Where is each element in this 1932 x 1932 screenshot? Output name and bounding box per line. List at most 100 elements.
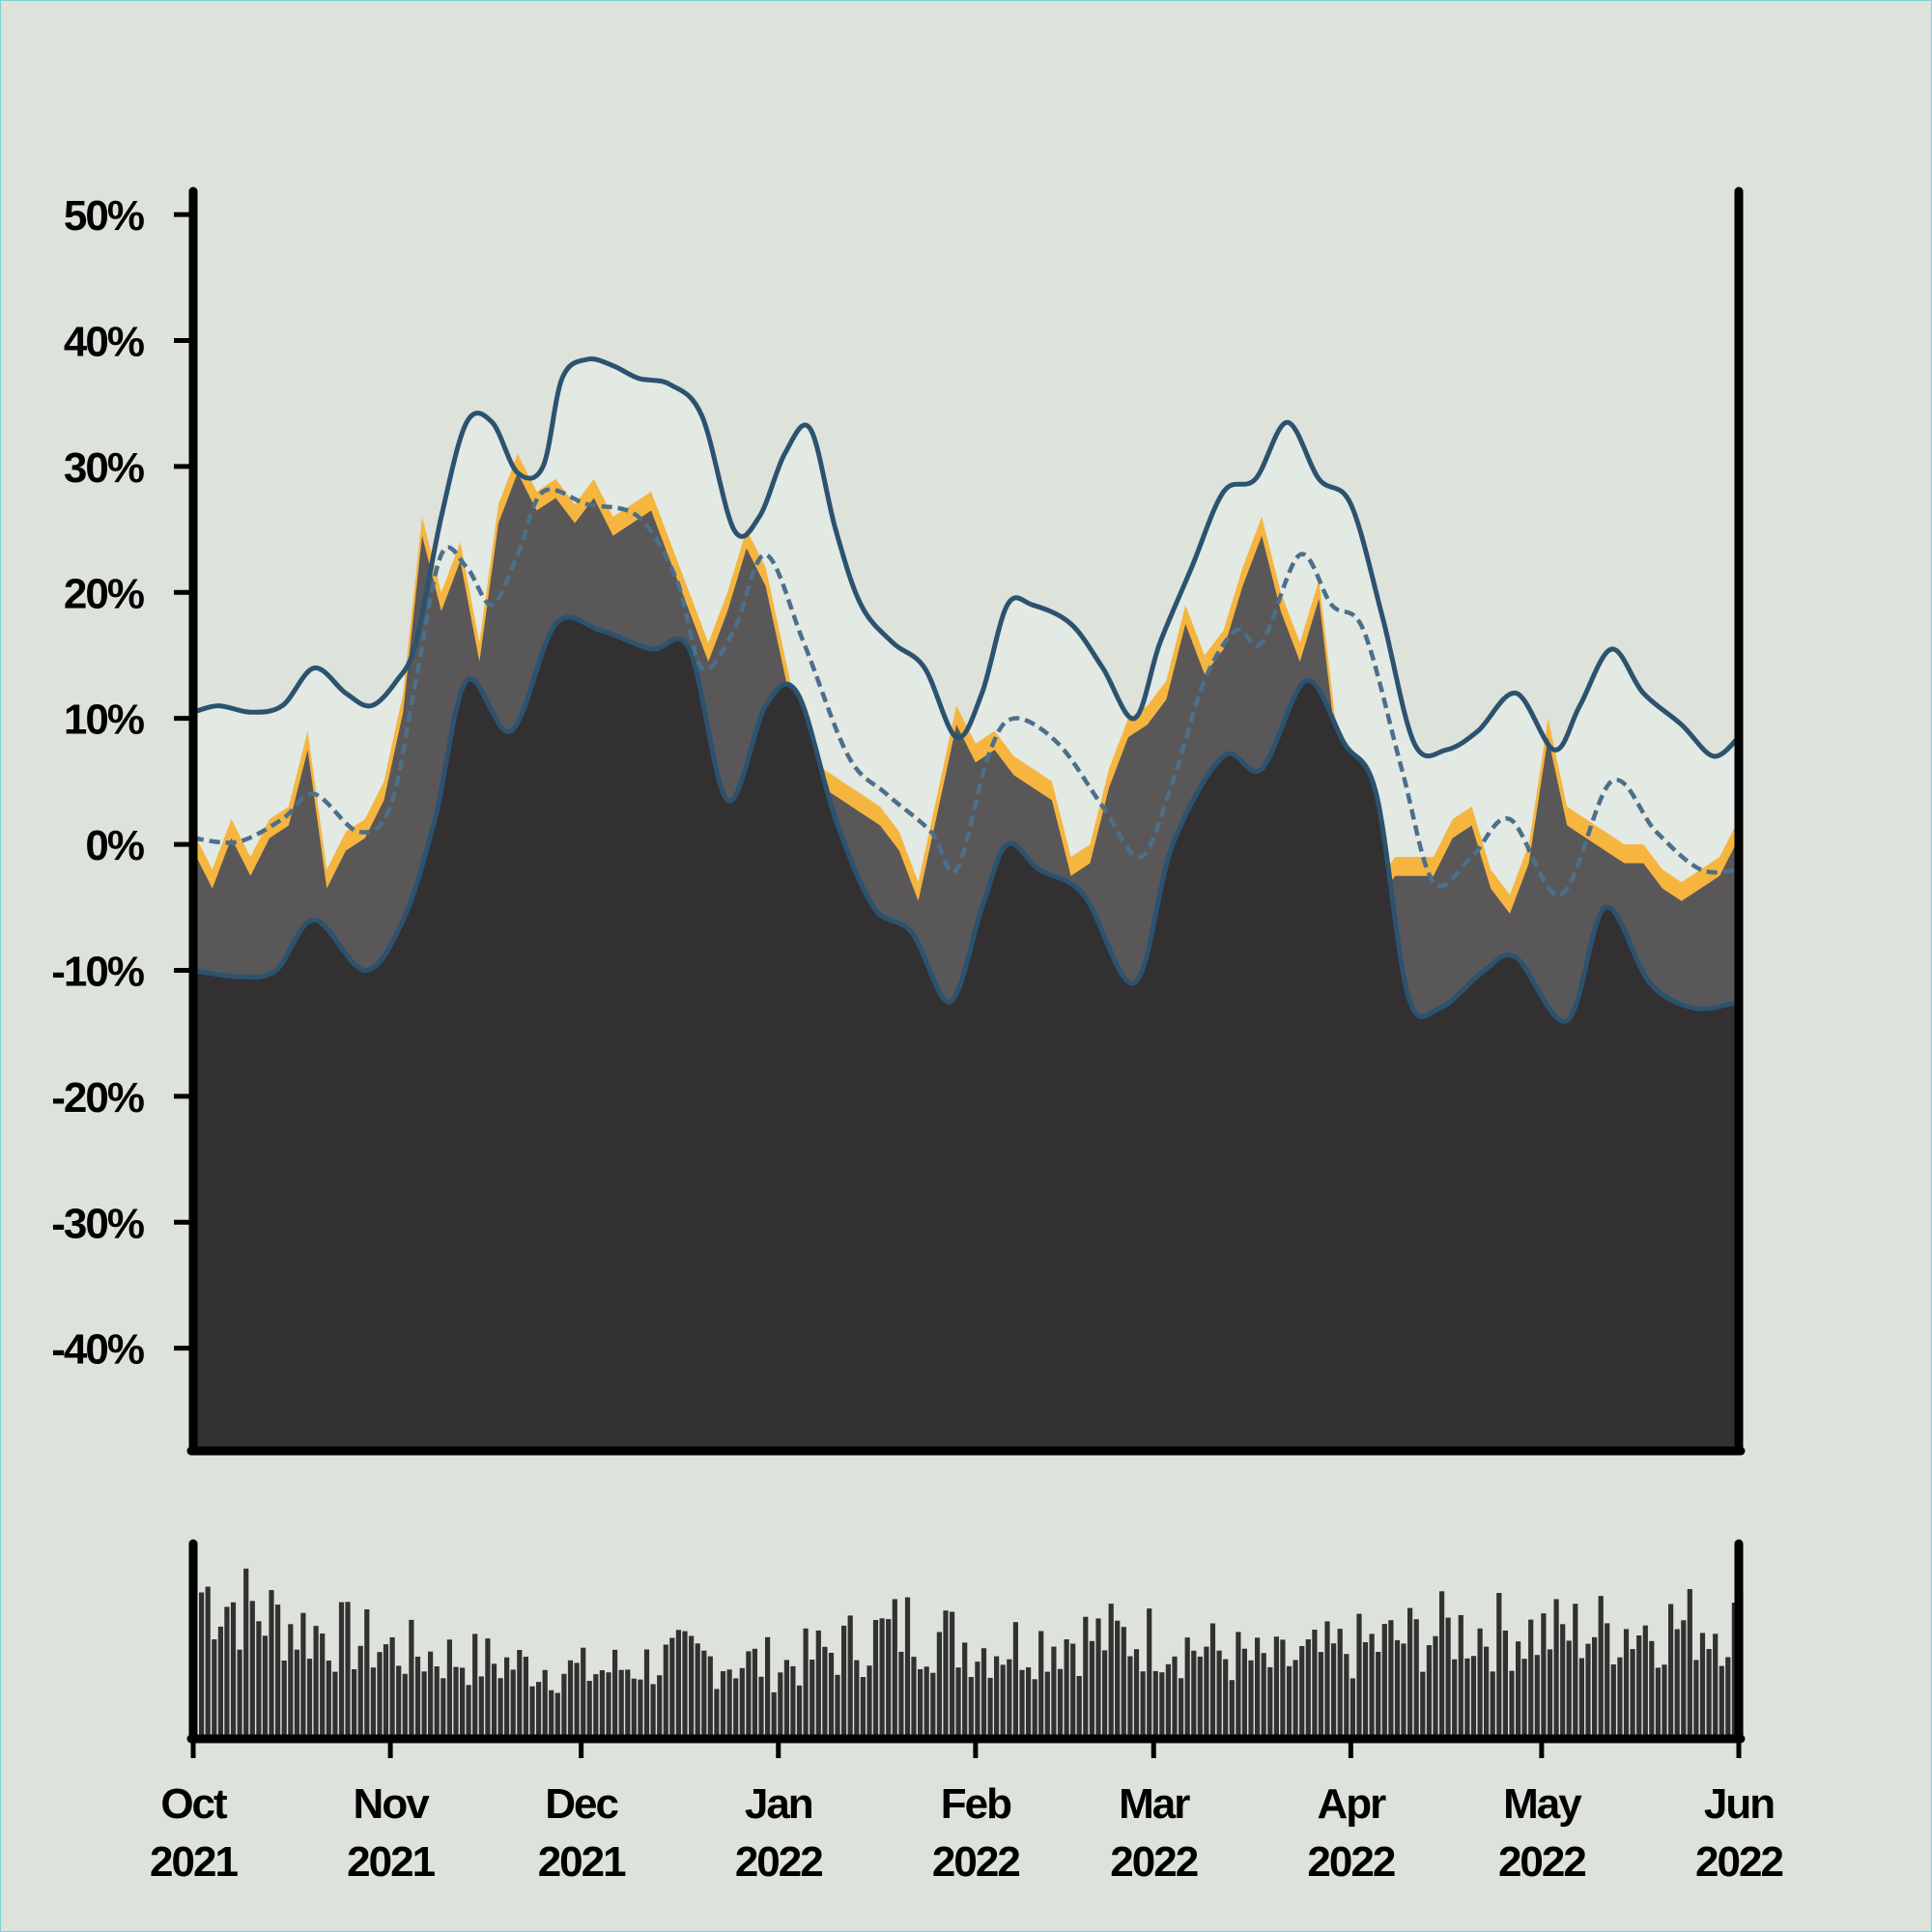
volume-bar [1051,1646,1057,1735]
volume-bar [1179,1678,1184,1735]
volume-bar [1585,1643,1591,1735]
volume-bar [1159,1672,1165,1735]
volume-bar [1490,1671,1495,1735]
volume-bar [491,1663,497,1735]
volume-bar [1445,1617,1451,1735]
volume-bar [1223,1659,1229,1735]
volume-bar [847,1615,853,1735]
volume-bar [542,1669,548,1735]
y-tick-label: 10% [64,696,144,744]
volume-bar [778,1672,783,1735]
volume-bar [612,1649,618,1735]
volume-bar [1458,1614,1463,1735]
volume-bar [1362,1642,1369,1735]
volume-bar [733,1678,739,1735]
volume-bar [199,1592,205,1735]
volume-bar [357,1645,363,1735]
volume-bar [1464,1658,1470,1735]
volume-bar [663,1644,668,1735]
volume-bars [199,1568,1744,1735]
y-tick-label: -30% [51,1200,144,1247]
volume-bar [1516,1641,1521,1735]
volume-bar [243,1568,249,1735]
volume-bar [593,1674,599,1735]
volume-bar [771,1691,777,1735]
volume-bar [650,1684,656,1735]
x-tick-year: 2022 [932,1838,1019,1886]
y-tick-label: 50% [64,192,144,240]
volume-bar [320,1634,326,1735]
volume-bar [504,1657,510,1735]
volume-bar [1312,1630,1318,1735]
volume-bar [1433,1635,1438,1735]
x-tick-year: 2022 [735,1838,822,1886]
volume-bar [326,1661,331,1735]
volume-bar [796,1685,803,1735]
main-plot: 50% 40% 30% 20% 10% 0% -10% -20% -30% -40% [51,186,1746,1456]
volume-bar [338,1602,345,1735]
volume-bar [230,1602,237,1735]
volume-bar [1534,1655,1540,1735]
volume-bar [1261,1653,1266,1735]
volume-bar [739,1667,745,1735]
y-tick-label: 40% [64,318,144,365]
volume-bar [1369,1634,1375,1735]
upper-band-line [193,356,1739,759]
volume-bar [1731,1603,1737,1735]
volume-bar [306,1659,313,1735]
volume-bar [288,1624,294,1735]
volume-bar [428,1651,434,1735]
volume-bar [1496,1593,1502,1735]
volume-bar [1147,1608,1152,1735]
volume-bar [1121,1627,1126,1735]
volume-bar [1108,1604,1114,1735]
volume-bar [529,1686,535,1735]
volume-bar [1133,1649,1140,1735]
volume-bar [1484,1646,1490,1735]
volume-bar [1356,1613,1362,1735]
volume-bar [409,1619,414,1735]
volume-bar [822,1646,828,1735]
volume-bar [249,1601,255,1735]
volume-bar [1713,1634,1719,1735]
volume-bar [275,1605,281,1735]
volume-bar [1083,1616,1089,1735]
volume-bar [854,1660,860,1735]
volume-bar [923,1666,929,1735]
volume-bar [1038,1631,1044,1735]
volume-bar [669,1637,675,1735]
volume-bar [1152,1670,1158,1735]
volume-bar [962,1642,968,1735]
volume-bar [1388,1620,1394,1735]
volume-bar [1439,1591,1445,1735]
x-tick-year: 2022 [1695,1838,1782,1886]
volume-bar [904,1597,911,1735]
volume-bar [943,1610,949,1735]
volume-bar [657,1675,663,1735]
volume-bar [701,1650,707,1735]
volume-bar [936,1632,942,1735]
volume-bar [720,1671,726,1735]
volume-bar [1165,1663,1171,1735]
volume-bar [1248,1660,1254,1735]
volume-bar [1649,1640,1655,1735]
volume-bar [1331,1643,1337,1735]
volume-bar [217,1626,223,1735]
volume-bar [1216,1650,1222,1735]
y-tick-label: -20% [51,1074,144,1122]
x-tick-month: Jan [745,1780,812,1828]
x-tick-month: May [1503,1780,1582,1828]
x-axis-ticks: Oct 2021 Nov 2021 Dec 2021 Jan 2022 Feb 2022 Mar 20… [150,1741,1784,1886]
volume-bar [574,1662,580,1735]
volume-bar [1668,1604,1674,1735]
volume-bar [1502,1630,1508,1735]
volume-bar [898,1651,904,1735]
volume-bar [867,1665,872,1735]
volume-bar [1477,1628,1483,1735]
volume-bar [994,1656,1000,1735]
volume-bar [460,1667,466,1735]
volume-bar [1172,1656,1178,1735]
x-tick-month: Mar [1119,1780,1190,1828]
volume-bar [1197,1656,1203,1735]
volume-bar [810,1660,815,1735]
